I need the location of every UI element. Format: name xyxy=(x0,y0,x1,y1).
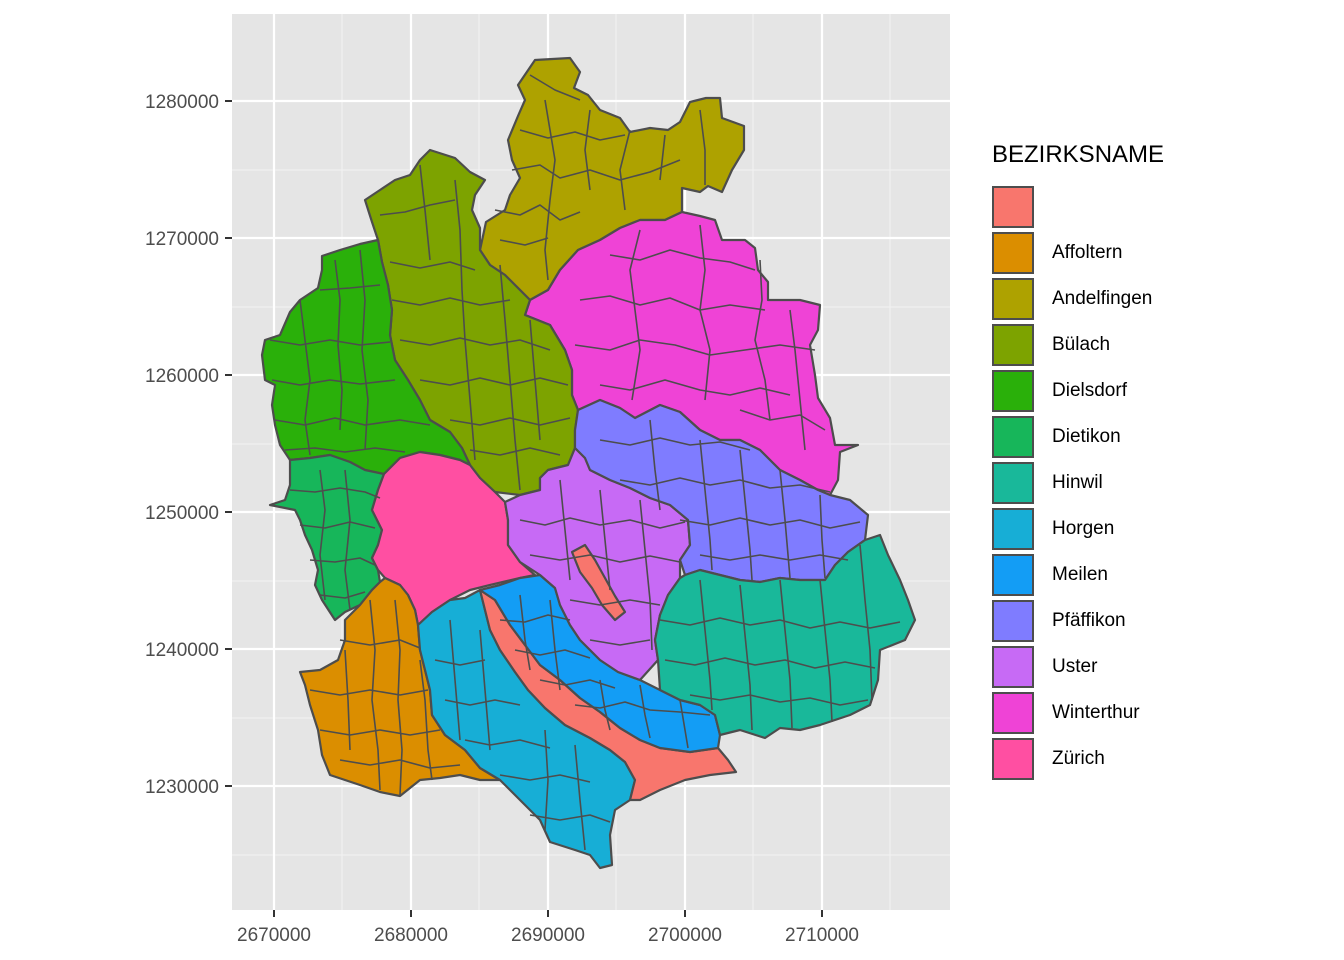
x-tick-label: 2670000 xyxy=(237,925,311,946)
legend-swatch xyxy=(992,462,1034,504)
x-tick-label: 2680000 xyxy=(374,925,448,946)
legend-label: Winterthur xyxy=(1052,702,1140,723)
legend-item: Dietikon xyxy=(992,414,1164,460)
district-polygons xyxy=(260,56,917,870)
region-zuerich xyxy=(370,450,537,627)
legend: BEZIRKSNAME Affoltern Andelfingen Bülach Di… xyxy=(992,140,1164,782)
legend-item: Horgen xyxy=(992,506,1164,552)
x-tick-label: 2700000 xyxy=(648,925,722,946)
legend-item: Meilen xyxy=(992,552,1164,598)
y-tick-label: 1280000 xyxy=(145,92,219,113)
legend-swatch xyxy=(992,738,1034,780)
legend-label: Dietikon xyxy=(1052,426,1121,447)
x-tick-labels: 2670000 2680000 2690000 2700000 2710000 xyxy=(237,925,859,946)
legend-label: Dielsdorf xyxy=(1052,380,1127,401)
legend-label: Pfäffikon xyxy=(1052,610,1126,631)
legend-swatch xyxy=(992,416,1034,458)
legend-label: Andelfingen xyxy=(1052,288,1153,309)
legend-item: Uster xyxy=(992,644,1164,690)
legend-swatch xyxy=(992,600,1034,642)
legend-title: BEZIRKSNAME xyxy=(992,141,1165,168)
legend-item: Bülach xyxy=(992,322,1164,368)
legend-item: Pfäffikon xyxy=(992,598,1164,644)
legend-swatch xyxy=(992,692,1034,734)
legend-item: Zürich xyxy=(992,736,1164,782)
legend-item: Winterthur xyxy=(992,690,1164,736)
municipal-borders xyxy=(269,74,901,851)
y-tick-label: 1240000 xyxy=(145,640,219,661)
y-tick-label: 1230000 xyxy=(145,777,219,798)
legend-swatch xyxy=(992,278,1034,320)
legend-item: Dielsdorf xyxy=(992,368,1164,414)
x-tick-label: 2690000 xyxy=(511,925,585,946)
legend-label: Zürich xyxy=(1052,748,1105,769)
legend-swatch xyxy=(992,554,1034,596)
legend-label: Meilen xyxy=(1052,564,1108,585)
legend-item xyxy=(992,184,1164,230)
legend-label: Bülach xyxy=(1052,334,1111,355)
y-tick-label: 1270000 xyxy=(145,229,219,250)
y-tick-label: 1250000 xyxy=(145,503,219,524)
y-tick-labels: 1280000 1270000 1260000 1250000 1240000 … xyxy=(145,92,219,798)
legend-swatch xyxy=(992,324,1034,366)
legend-label: Hinwil xyxy=(1052,472,1103,493)
legend-swatch xyxy=(992,646,1034,688)
x-axis xyxy=(273,910,823,917)
legend-swatch xyxy=(992,508,1034,550)
legend-items: Affoltern Andelfingen Bülach Dielsdorf Dieti… xyxy=(992,184,1164,782)
legend-label: Affoltern xyxy=(1052,242,1123,263)
legend-item: Hinwil xyxy=(992,460,1164,506)
legend-swatch xyxy=(992,232,1034,274)
legend-item: Andelfingen xyxy=(992,276,1164,322)
x-tick-label: 2710000 xyxy=(785,925,859,946)
legend-swatch xyxy=(992,370,1034,412)
y-axis xyxy=(225,100,232,787)
legend-label: Horgen xyxy=(1052,518,1115,539)
legend-item: Affoltern xyxy=(992,230,1164,276)
y-tick-label: 1260000 xyxy=(145,366,219,387)
legend-label: Uster xyxy=(1052,656,1098,677)
legend-swatch xyxy=(992,186,1034,228)
